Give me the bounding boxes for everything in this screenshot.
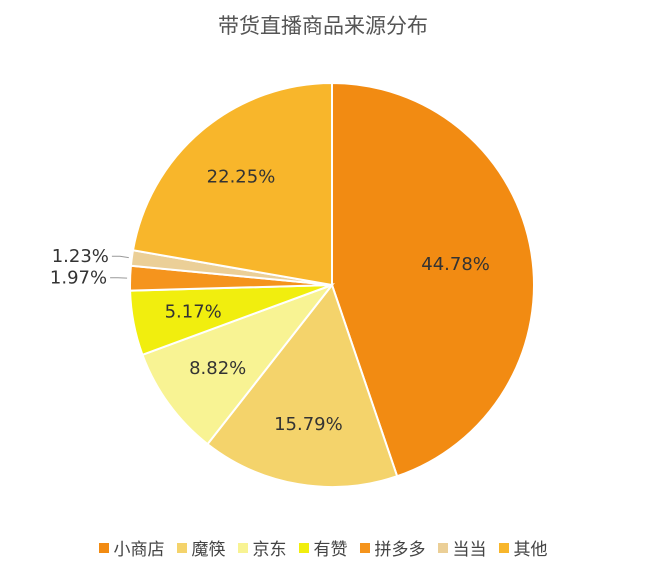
legend-label-5: 当当 xyxy=(452,540,487,560)
legend-swatch-0 xyxy=(98,542,109,553)
legend-item-3: 有赞 xyxy=(298,535,348,560)
legend-item-0: 小商店 xyxy=(98,535,165,560)
data-label-4: 1.97% xyxy=(50,267,107,288)
legend-swatch-3 xyxy=(298,542,309,553)
pie-slice-2 xyxy=(141,282,335,446)
legend-label-0: 小商店 xyxy=(113,540,165,560)
legend-item-6: 其他 xyxy=(498,535,548,560)
legend-item-4: 拼多多 xyxy=(359,535,426,560)
data-label-3: 5.17% xyxy=(165,301,222,322)
legend-label-3: 有赞 xyxy=(313,540,348,560)
data-label-5: 1.23% xyxy=(52,246,109,267)
data-label-6: 22.25% xyxy=(207,166,276,187)
leader-line-5 xyxy=(111,255,129,259)
legend-swatch-6 xyxy=(498,542,509,553)
legend-swatch-1 xyxy=(176,542,187,553)
legend-label-6: 其他 xyxy=(513,540,548,560)
data-label-2: 8.82% xyxy=(189,358,246,379)
legend: 小商店 魔筷 京东 有赞 拼多多 当当 其他 xyxy=(0,535,646,560)
legend-swatch-5 xyxy=(437,542,448,553)
legend-swatch-2 xyxy=(237,542,248,553)
pie-slice-1 xyxy=(206,282,399,488)
legend-label-2: 京东 xyxy=(252,540,287,560)
legend-label-1: 魔筷 xyxy=(191,540,226,560)
legend-item-2: 京东 xyxy=(237,535,287,560)
legend-item-5: 当当 xyxy=(437,535,487,560)
legend-item-1: 魔筷 xyxy=(176,535,226,560)
legend-label-4: 拼多多 xyxy=(374,540,426,560)
legend-swatch-4 xyxy=(359,542,370,553)
data-label-0: 44.78% xyxy=(421,254,490,275)
chart-title: 带货直播商品来源分布 xyxy=(218,14,428,38)
data-label-1: 15.79% xyxy=(274,414,343,435)
pie-slice-6 xyxy=(131,81,333,287)
pie-slice-0 xyxy=(331,81,535,478)
